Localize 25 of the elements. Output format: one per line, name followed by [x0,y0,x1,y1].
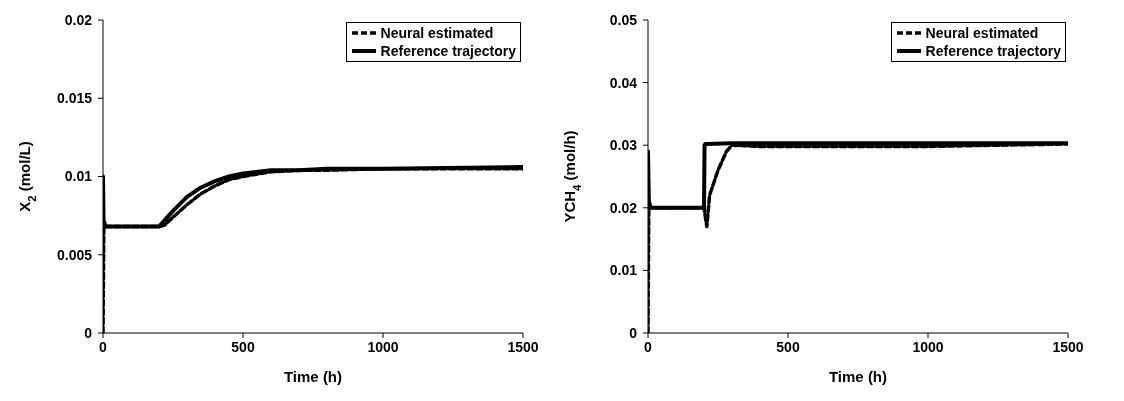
y-tick-label: 0 [629,324,638,341]
legend-label: Neural estimated [380,24,494,42]
y-tick-label: 0.03 [609,137,638,154]
y-tick-label: 0.005 [56,246,93,263]
y-tick-label: 0.04 [609,74,638,91]
x-tick-label: 1500 [1052,338,1084,355]
y-tick-label: 0 [84,324,93,341]
y-tick-label: 0.02 [64,11,93,28]
legend-label: Reference trajectory [925,42,1061,60]
x-tick-label: 0 [99,338,108,355]
x-axis-title: Time (h) [283,367,343,385]
x-tick-label: 500 [776,338,800,355]
x-tick-label: 1000 [912,338,944,355]
y-tick-label: 0.015 [56,90,93,107]
y-tick-label: 0.02 [609,199,638,216]
y-tick-label: 0.01 [64,168,93,185]
x-tick-label: 1500 [507,338,539,355]
y-tick-label: 0.01 [609,262,638,279]
legend-label: Reference trajectory [380,42,516,60]
x-axis-title: Time (h) [828,367,888,385]
x-tick-label: 500 [231,338,255,355]
y-tick-label: 0.05 [609,11,638,28]
x-tick-label: 0 [644,338,653,355]
x-tick-label: 1000 [367,338,399,355]
legend-label: Neural estimated [925,24,1039,42]
